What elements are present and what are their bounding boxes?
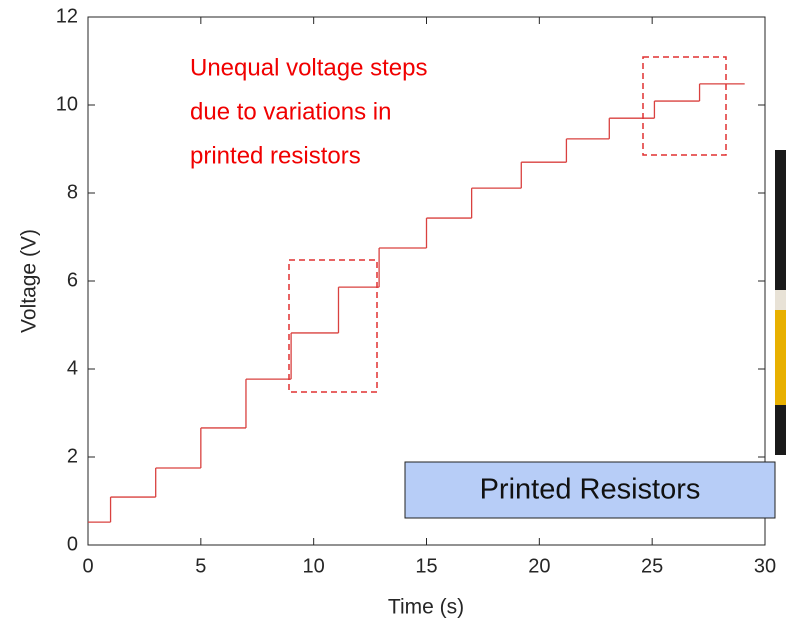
x-axis-label: Time (s): [388, 596, 464, 619]
x-tick-label: 30: [754, 555, 776, 577]
y-tick-label: 4: [67, 357, 78, 379]
highlight-box: [642, 56, 727, 156]
annotation: printed resistors: [190, 142, 361, 169]
photo-part: [775, 290, 786, 310]
annotation: due to variations in: [190, 98, 391, 125]
photo-part: [775, 310, 786, 405]
marks: [87, 16, 766, 546]
x-tick-label: 5: [195, 555, 206, 577]
annotation: Unequal voltage steps: [190, 54, 428, 81]
label-box-text: Printed Resistors: [480, 474, 701, 506]
x-tick-label: 10: [303, 555, 325, 577]
x-tick-label: 25: [641, 555, 663, 577]
y-tick-label: 12: [56, 5, 78, 27]
y-axis-label: Voltage (V): [18, 229, 41, 333]
y-tick-label: 6: [67, 269, 78, 291]
y-tick-label: 2: [67, 445, 78, 467]
label-box: [404, 461, 776, 519]
y-tick-label: 10: [56, 93, 78, 115]
y-tick-label: 0: [67, 533, 78, 555]
highlight-box: [288, 259, 378, 393]
x-tick-label: 20: [528, 555, 550, 577]
y-tick-label: 8: [67, 181, 78, 203]
x-tick-label: 0: [82, 555, 93, 577]
x-tick-label: 15: [415, 555, 437, 577]
